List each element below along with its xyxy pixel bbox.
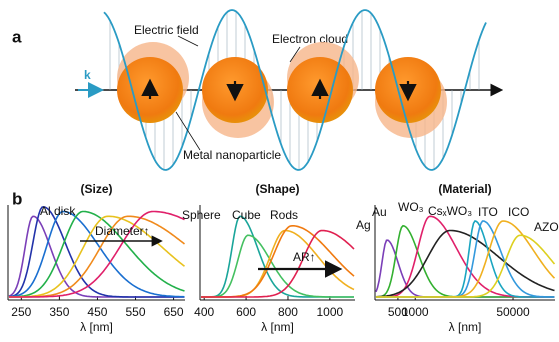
x-tick-label: 1000 — [317, 305, 344, 319]
x-tick-label: 450 — [87, 305, 107, 319]
annotation: AR↑ — [293, 250, 316, 264]
spectrum — [376, 240, 555, 297]
annotation: Ag — [356, 218, 371, 232]
x-tick-label: 250 — [11, 305, 31, 319]
x-tick-label: 800 — [278, 305, 298, 319]
k-label: k — [84, 68, 91, 82]
spectrum — [376, 221, 555, 297]
annotation: Al disk — [40, 204, 76, 218]
spectrum — [376, 235, 555, 297]
x-axis-label: λ [nm] — [80, 320, 113, 334]
spectrum — [376, 221, 555, 297]
plot-title: (Material) — [438, 182, 491, 196]
x-tick-label: 600 — [236, 305, 256, 319]
annotation: CsₓWO₃ — [428, 204, 472, 218]
x-tick-label: 650 — [164, 305, 184, 319]
annotation: AZO — [534, 220, 559, 234]
spectrum — [376, 221, 555, 297]
annotation: ICO — [508, 205, 529, 219]
spectrum — [201, 216, 354, 297]
x-tick-label: 350 — [49, 305, 69, 319]
x-tick-label: 400 — [194, 305, 214, 319]
spectrum — [376, 216, 555, 297]
annotation: Rods — [270, 208, 298, 222]
annotation: Sphere — [182, 208, 221, 222]
x-tick-label: 1000 — [402, 305, 429, 319]
annotation: ITO — [478, 205, 498, 219]
plot-title: (Shape) — [255, 182, 299, 196]
x-tick-label: 50000 — [496, 305, 530, 319]
pointer — [176, 112, 200, 150]
electric-field-label: Electric field — [134, 23, 199, 37]
pointer — [178, 36, 198, 46]
annotation: Diameter↑ — [95, 224, 150, 238]
annotation: Au — [372, 205, 387, 219]
nanoparticle-label: Metal nanoparticle — [183, 148, 281, 162]
x-axis-label: λ [nm] — [261, 320, 294, 334]
spectrum — [9, 207, 185, 297]
x-tick-label: 550 — [126, 305, 146, 319]
panel-label: b — [12, 189, 22, 208]
panel-label: a — [12, 27, 22, 46]
electron-cloud-label: Electron cloud — [272, 32, 348, 46]
figure: a k Electric field Electron cloud Metal … — [0, 0, 559, 342]
plot-title: (Size) — [80, 182, 112, 196]
annotation: Cube — [232, 208, 261, 222]
annotation: WO₃ — [398, 200, 424, 214]
x-axis-label: λ [nm] — [449, 320, 482, 334]
